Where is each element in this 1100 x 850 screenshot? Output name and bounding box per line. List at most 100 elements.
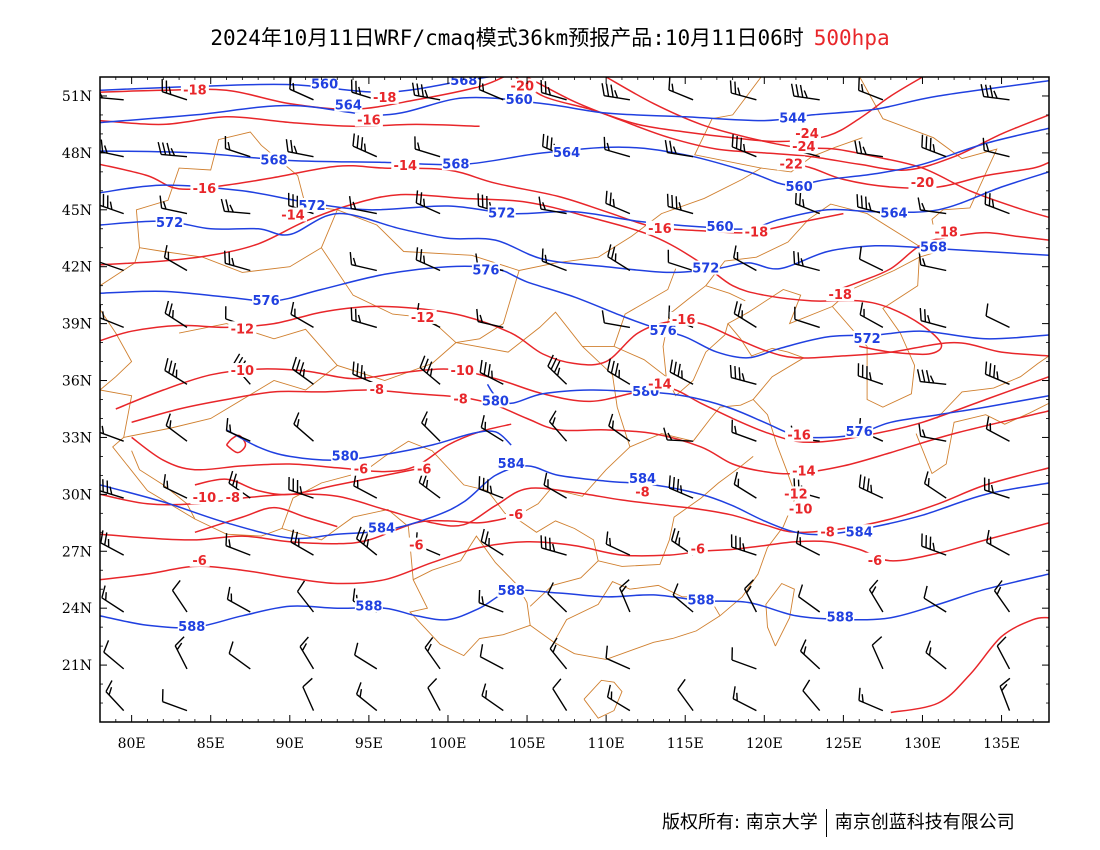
temperature-contour — [194, 465, 433, 496]
wind-barb — [605, 645, 631, 670]
height-label-bg — [879, 205, 908, 220]
boundary-line — [281, 440, 631, 529]
wind-barb — [983, 477, 1010, 499]
boundary-line — [915, 402, 1049, 475]
wind-barb — [540, 535, 567, 556]
temperature-label-bg — [370, 89, 399, 104]
wind-barb — [982, 137, 1010, 158]
wind-barb — [157, 141, 188, 158]
height-label: 572 — [488, 207, 515, 222]
temperature-label-bg — [448, 363, 477, 378]
temperature-label: -14 — [792, 465, 816, 480]
wind-barb — [743, 579, 758, 613]
temperature-label-bg — [687, 541, 708, 556]
wind-barb — [171, 579, 188, 613]
wind-barb — [980, 84, 1010, 101]
height-label: 576 — [253, 294, 280, 309]
height-label-bg — [481, 393, 510, 408]
temperature-label: -6 — [691, 542, 705, 557]
copyright-right: 南京创蓝科技有限公司 — [834, 812, 1015, 833]
lat-label: 45N — [62, 203, 92, 219]
height-label: 560 — [506, 93, 533, 108]
temperature-label-bg — [414, 461, 435, 476]
wind-barb — [424, 636, 441, 670]
wind-barb — [606, 358, 631, 385]
temperature-label: -20 — [911, 176, 935, 191]
wind-barb — [105, 680, 125, 712]
temperature-label: -18 — [183, 83, 207, 98]
wind-barb — [794, 191, 820, 215]
wind-barb — [225, 418, 251, 442]
wind-barb — [731, 134, 757, 158]
temperature-label: -10 — [450, 364, 474, 379]
lat-label: 36N — [62, 374, 92, 390]
map-title: 2024年10月11日WRF/cmaq模式36km预报产品:10月11日06时 5… — [0, 22, 1100, 52]
wind-barb — [352, 133, 378, 158]
temperature-label: -18 — [828, 288, 852, 303]
wind-barb — [228, 641, 251, 670]
lon-label: 95E — [355, 736, 383, 752]
temperature-label: -24 — [795, 127, 819, 142]
height-contour-labels: 560 568 560 544 564 568 564 568 560 572 572 572 560 5… — [155, 77, 948, 635]
temperature-label: -10 — [193, 491, 217, 506]
wind-barb — [418, 470, 441, 499]
temperature-label-bg — [450, 391, 471, 406]
height-label-bg — [628, 471, 657, 486]
wind-barb — [601, 310, 631, 329]
height-contour — [100, 265, 1049, 359]
height-label: 564 — [880, 207, 907, 222]
wind-barb — [541, 248, 567, 272]
temperature-label-bg — [777, 156, 806, 171]
height-label-bg — [497, 456, 526, 470]
temperature-label-bg — [354, 112, 383, 127]
wind-barb — [291, 356, 314, 385]
wind-barb — [663, 427, 694, 442]
latitude-axis: 51N 48N 45N 42N 39N 36N 33N 30N 27N 24N 21N — [62, 76, 1049, 704]
height-label-bg — [845, 423, 874, 438]
height-label-bg — [449, 77, 478, 87]
temperature-label: -6 — [417, 463, 431, 478]
boundary-line — [574, 289, 833, 660]
temperature-contour — [100, 522, 1049, 585]
height-label-bg — [691, 260, 720, 275]
boundary-line — [179, 323, 338, 366]
wind-barb — [350, 79, 378, 101]
temperature-label: -16 — [672, 313, 696, 328]
boundary-line — [831, 77, 998, 307]
height-label: 564 — [335, 98, 362, 113]
height-label-bg — [334, 97, 363, 112]
height-label: 572 — [692, 262, 719, 277]
wind-barb — [729, 80, 757, 101]
wind-barb — [854, 140, 883, 158]
wind-barb — [797, 584, 821, 613]
temperature-contours — [100, 77, 1049, 714]
wind-barb — [984, 191, 1010, 215]
wind-barb — [923, 471, 947, 499]
boundary-line — [705, 203, 931, 286]
wind-barb — [733, 471, 757, 499]
height-label-bg — [552, 144, 581, 159]
wind-barb — [220, 198, 251, 215]
height-label: 588 — [178, 620, 205, 635]
height-label-bg — [259, 152, 288, 167]
boundary-line — [100, 389, 575, 657]
height-label-bg — [331, 448, 360, 463]
wind-barb — [733, 301, 757, 328]
height-label: 572 — [156, 216, 183, 231]
wind-barb — [538, 196, 567, 215]
wind-barb — [605, 531, 631, 556]
wind-barb — [350, 307, 377, 329]
temperature-label: -6 — [192, 554, 206, 569]
wind-barb — [480, 528, 504, 556]
wind-barb — [415, 247, 441, 272]
wind-barb — [289, 77, 314, 101]
height-label-bg — [497, 583, 526, 598]
wind-barb — [480, 415, 504, 442]
temperature-contour — [827, 231, 1049, 295]
wind-barb — [858, 474, 884, 499]
temperature-label: -12 — [231, 322, 255, 337]
boundary-line — [662, 285, 746, 377]
temperature-label-bg — [865, 552, 886, 567]
height-label: 544 — [779, 112, 806, 127]
temperature-label: -12 — [411, 311, 435, 326]
